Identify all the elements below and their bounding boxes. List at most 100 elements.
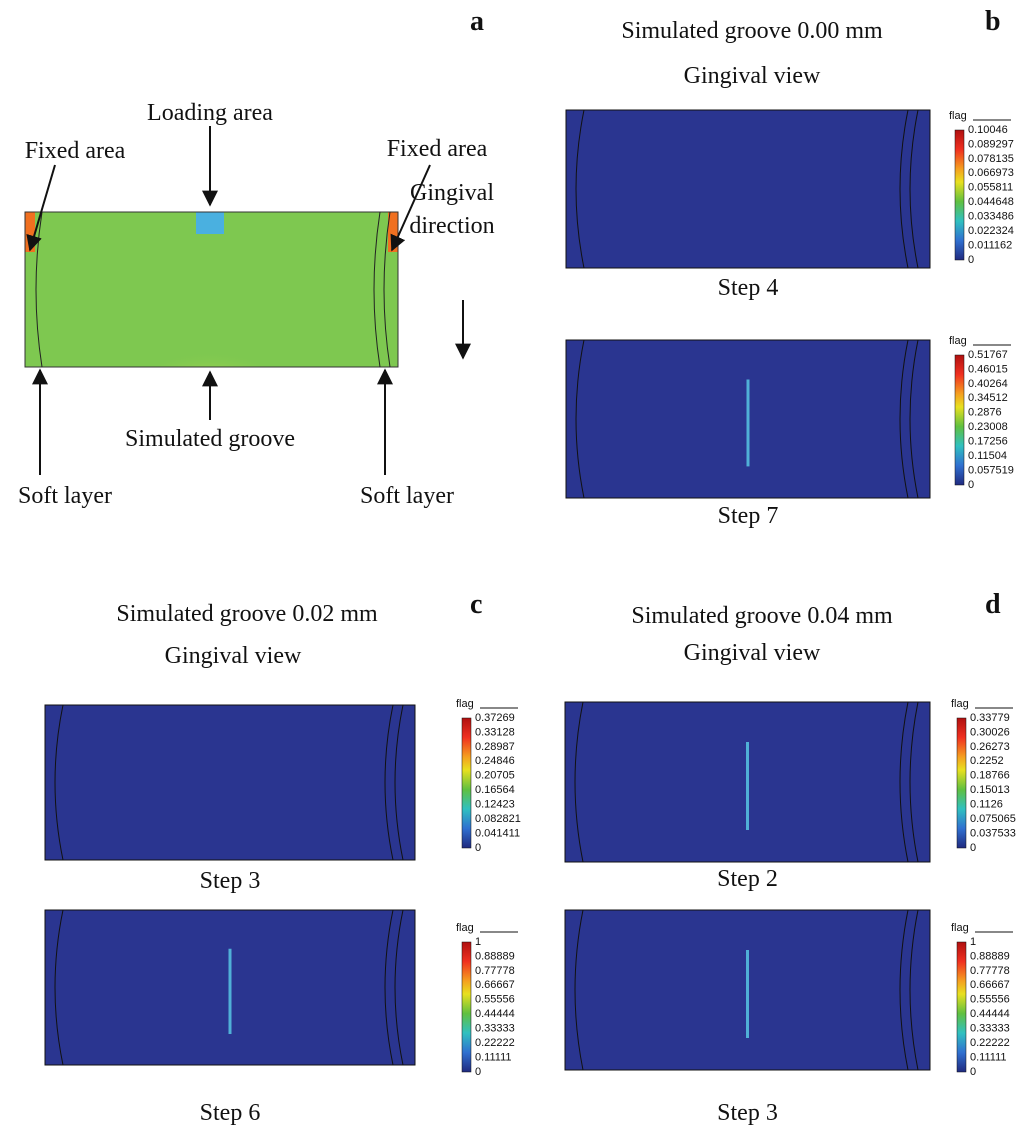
annotation: Loading area <box>147 100 273 126</box>
colorbar-tick-label: 0 <box>475 1066 481 1078</box>
colorbar-tick-label: 0.17256 <box>968 436 1008 448</box>
step-label: Step 6 <box>200 1100 261 1126</box>
colorbar-tick-label: 0.66667 <box>970 979 1010 991</box>
panel-title: Simulated groove 0.00 mm <box>621 18 883 44</box>
colorbar-tick-label: 0.044648 <box>968 196 1014 208</box>
colorbar-tick-label: 0.16564 <box>475 784 515 796</box>
colorbar-tick-label: 1 <box>970 936 976 948</box>
colorbar-tick-label: 0.055811 <box>968 182 1013 194</box>
colorbar-tick-label: 0.20705 <box>475 770 515 782</box>
colorbar <box>462 942 471 1072</box>
colorbar-tick-label: 0.55556 <box>475 994 515 1006</box>
colorbar-tick-label: 0.2252 <box>970 755 1004 767</box>
colorbar-tick-label: 0.51767 <box>968 349 1008 361</box>
panel-title: Simulated groove 0.04 mm <box>631 603 893 629</box>
colorbar <box>462 718 471 848</box>
legend-title: flag <box>456 922 474 934</box>
annotation: Fixed area <box>387 136 488 162</box>
model <box>45 705 415 860</box>
legend-title: flag <box>951 698 969 710</box>
crack <box>747 380 750 467</box>
model <box>25 212 398 525</box>
colorbar-tick-label: 0.075065 <box>970 813 1016 825</box>
colorbar-tick-label: 0.37269 <box>475 712 515 724</box>
colorbar-tick-label: 0.2876 <box>968 407 1002 419</box>
crack <box>229 949 232 1034</box>
annotation: Soft layer <box>360 483 454 509</box>
panel-label: c <box>470 589 482 620</box>
colorbar-tick-label: 0.88889 <box>475 950 515 962</box>
colorbar-tick-label: 0.22222 <box>970 1037 1010 1049</box>
annotation: Gingival <box>410 180 494 206</box>
colorbar-tick-label: 0.11504 <box>968 450 1007 462</box>
colorbar-tick-label: 0.28987 <box>475 741 515 753</box>
figure: a Loading area Fixed area Fixed area Gin… <box>0 0 1021 1135</box>
panel-label: b <box>985 6 1001 37</box>
panel-subtitle: Gingival view <box>165 643 302 669</box>
colorbar-tick-label: 0.55556 <box>970 994 1010 1006</box>
colorbar-tick-label: 1 <box>475 936 481 948</box>
colorbar-tick-label: 0.12423 <box>475 799 515 811</box>
colorbar-tick-label: 0.33333 <box>475 1023 515 1035</box>
colorbar-tick-label: 0.10046 <box>968 124 1008 136</box>
colorbar-tick-label: 0.082821 <box>475 813 521 825</box>
colorbar-tick-label: 0.057519 <box>968 464 1014 476</box>
panel-title: Simulated groove 0.02 mm <box>116 601 378 627</box>
panel-a: a Loading area Fixed area Fixed area Gin… <box>18 6 495 525</box>
colorbar-tick-label: 0.066973 <box>968 167 1014 179</box>
crack <box>746 950 749 1038</box>
colorbar-tick-label: 0.15013 <box>970 784 1010 796</box>
step-label: Step 3 <box>200 868 261 894</box>
colorbar-tick-label: 0.33128 <box>475 726 515 738</box>
colorbar-tick-label: 0.089297 <box>968 138 1014 150</box>
colorbar-tick-label: 0 <box>968 254 974 266</box>
colorbar-tick-label: 0.23008 <box>968 421 1008 433</box>
colorbar-tick-label: 0.078135 <box>968 153 1014 165</box>
panel-subtitle: Gingival view <box>684 63 821 89</box>
colorbar-tick-label: 0 <box>475 842 481 854</box>
colorbar <box>957 942 966 1072</box>
colorbar <box>955 355 964 485</box>
colorbar-tick-label: 0.44444 <box>475 1008 515 1020</box>
colorbar-tick-label: 0.022324 <box>968 225 1014 237</box>
step-label: Step 4 <box>718 275 779 301</box>
colorbar-tick-label: 0.11111 <box>970 1051 1007 1063</box>
colorbar-tick-label: 0.30026 <box>970 726 1010 738</box>
legend-title: flag <box>949 335 967 347</box>
annotation: Simulated groove <box>125 426 295 452</box>
colorbar-tick-label: 0.77778 <box>970 965 1010 977</box>
colorbar-tick-label: 0.1126 <box>970 799 1003 811</box>
colorbar-tick-label: 0.33333 <box>970 1023 1010 1035</box>
colorbar <box>957 718 966 848</box>
colorbar-tick-label: 0.26273 <box>970 741 1010 753</box>
step-label: Step 3 <box>717 1100 778 1126</box>
legend-title: flag <box>949 110 967 122</box>
colorbar-tick-label: 0.18766 <box>970 770 1010 782</box>
colorbar-tick-label: 0.33779 <box>970 712 1010 724</box>
colorbar-tick-label: 0.24846 <box>475 755 515 767</box>
colorbar-tick-label: 0.34512 <box>968 392 1008 404</box>
legend-title: flag <box>456 698 474 710</box>
colorbar-tick-label: 0.041411 <box>475 827 520 839</box>
annotation: Fixed area <box>25 138 126 164</box>
colorbar-tick-label: 0.46015 <box>968 363 1008 375</box>
colorbar-tick-label: 0.11111 <box>475 1051 512 1063</box>
colorbar-tick-label: 0.77778 <box>475 965 515 977</box>
colorbar-tick-label: 0.22222 <box>475 1037 515 1049</box>
step-label: Step 7 <box>718 503 779 529</box>
colorbar-tick-label: 0.44444 <box>970 1008 1010 1020</box>
colorbar-tick-label: 0.66667 <box>475 979 515 991</box>
panel-subtitle: Gingival view <box>684 640 821 666</box>
panel-label: a <box>470 6 484 37</box>
colorbar-tick-label: 0.033486 <box>968 211 1014 223</box>
model <box>566 110 930 268</box>
colorbar <box>955 130 964 260</box>
colorbar-tick-label: 0 <box>968 479 974 491</box>
colorbar-tick-label: 0.011162 <box>968 239 1012 251</box>
colorbar-tick-label: 0 <box>970 842 976 854</box>
panel-label: d <box>985 589 1001 620</box>
crack <box>746 742 749 830</box>
annotation: direction <box>409 213 494 239</box>
annotation: Soft layer <box>18 483 112 509</box>
legend-title: flag <box>951 922 969 934</box>
